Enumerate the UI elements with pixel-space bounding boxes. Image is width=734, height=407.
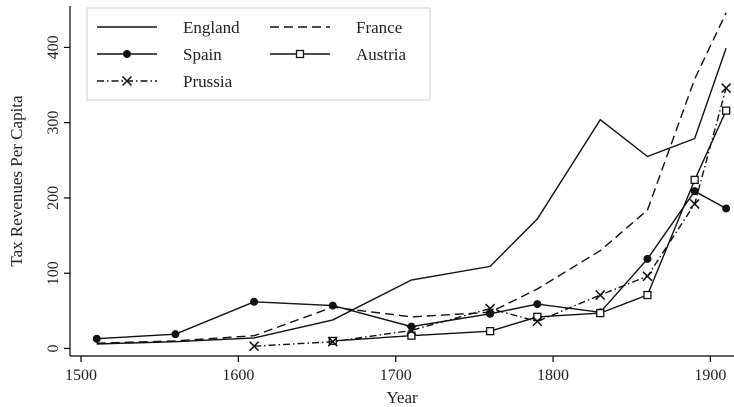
data-point-prussia (406, 325, 417, 336)
legend-marker-austria (295, 49, 305, 59)
legend-item-austria: Austria (270, 45, 407, 64)
data-point-prussia (689, 198, 700, 209)
data-point-prussia (532, 316, 543, 327)
series-prussia (249, 83, 732, 352)
series-layer (92, 12, 732, 352)
legend: England France Spain Austria Prussia (86, 7, 431, 101)
data-point-spain (690, 187, 699, 196)
data-point-prussia (642, 271, 653, 282)
x-tick-label: 1800 (537, 367, 569, 384)
series-spain (92, 187, 731, 343)
y-axis-title: Tax Revenues Per Capita (7, 95, 26, 267)
x-tick-label: 1500 (65, 367, 97, 384)
data-point-spain (722, 204, 731, 213)
data-point-spain (250, 297, 259, 306)
legend-marker-prussia (121, 75, 133, 87)
x-axis-title: Year (386, 388, 418, 407)
x-tick-label: 1900 (694, 367, 726, 384)
data-point-spain (643, 254, 652, 263)
legend-label-austria: Austria (356, 45, 407, 64)
legend-item-prussia: Prussia (97, 72, 233, 91)
y-tick-label: 0 (45, 344, 62, 352)
legend-item-france: France (270, 18, 402, 37)
legend-label-prussia: Prussia (183, 72, 233, 91)
series-line-spain (96, 190, 727, 340)
data-point-spain (171, 330, 180, 339)
data-point-austria (690, 175, 699, 185)
y-tick-label: 200 (45, 186, 62, 210)
data-point-prussia (249, 341, 260, 352)
legend-label-spain: Spain (183, 45, 222, 64)
data-point-prussia (327, 336, 338, 347)
axes: 1500 1600 1700 1800 1900 0 100 200 300 400 (45, 6, 734, 384)
x-tick-label: 1600 (222, 367, 254, 384)
data-point-prussia (595, 290, 606, 301)
y-tick-label: 400 (45, 35, 62, 59)
series-line-prussia (254, 87, 727, 347)
data-point-spain (486, 309, 495, 318)
legend-item-england: England (97, 18, 240, 37)
data-point-austria (596, 308, 605, 318)
data-point-spain (328, 301, 337, 310)
y-tick-label: 100 (45, 261, 62, 285)
legend-label-france: France (356, 18, 402, 37)
legend-label-england: England (183, 18, 240, 37)
series-austria (328, 106, 731, 346)
data-point-austria (485, 327, 495, 336)
data-point-austria (643, 290, 652, 300)
data-point-austria (721, 106, 731, 115)
y-tick-label: 300 (45, 111, 62, 135)
legend-marker-spain (123, 50, 131, 58)
series-line-austria (332, 110, 727, 342)
series-line-england (96, 47, 727, 345)
data-point-spain (533, 300, 542, 309)
data-point-spain (92, 334, 101, 343)
series-england (96, 47, 727, 345)
x-tick-label: 1700 (380, 367, 412, 384)
legend-item-spain: Spain (97, 45, 222, 64)
data-point-austria (407, 331, 416, 340)
data-point-prussia (485, 303, 496, 314)
data-point-prussia (721, 83, 732, 94)
